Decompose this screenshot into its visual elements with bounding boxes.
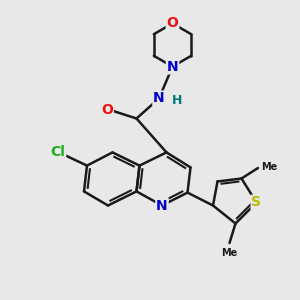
Text: O: O — [101, 103, 113, 116]
Text: Me: Me — [221, 248, 238, 257]
Text: N: N — [153, 92, 165, 105]
Text: N: N — [156, 199, 168, 212]
Text: O: O — [167, 16, 178, 30]
Text: H: H — [172, 94, 182, 107]
Text: Cl: Cl — [50, 145, 65, 159]
Text: Me: Me — [262, 161, 278, 172]
Text: S: S — [251, 196, 262, 209]
Text: N: N — [167, 60, 178, 74]
